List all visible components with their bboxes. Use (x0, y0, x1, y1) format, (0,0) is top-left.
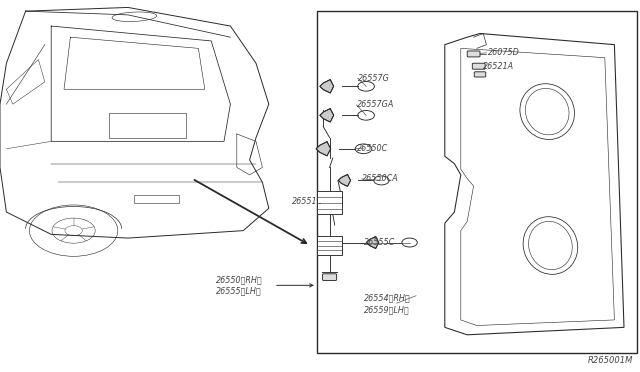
Text: 26557GA: 26557GA (357, 100, 394, 109)
Text: 26555〈LH〉: 26555〈LH〉 (216, 286, 262, 295)
Text: 26551: 26551 (292, 197, 318, 206)
Text: 26555C: 26555C (364, 238, 396, 247)
Bar (317, 236, 342, 255)
Text: R265001M: R265001M (588, 356, 634, 365)
Polygon shape (320, 109, 333, 122)
FancyBboxPatch shape (474, 72, 486, 77)
FancyBboxPatch shape (472, 63, 485, 69)
Bar (109, 113, 186, 138)
Text: 26554〈RH〉: 26554〈RH〉 (364, 293, 410, 302)
FancyBboxPatch shape (467, 51, 480, 57)
Text: 26075D: 26075D (488, 48, 520, 57)
FancyBboxPatch shape (323, 274, 337, 280)
Text: 26557G: 26557G (358, 74, 390, 83)
Bar (134, 195, 179, 203)
Bar (317, 11, 637, 353)
Bar (317, 191, 342, 214)
Polygon shape (367, 237, 379, 248)
Polygon shape (320, 80, 333, 93)
Polygon shape (316, 142, 331, 156)
Polygon shape (339, 174, 351, 186)
Text: 26559〈LH〉: 26559〈LH〉 (364, 305, 409, 314)
Text: 26550〈RH〉: 26550〈RH〉 (216, 275, 263, 284)
Text: 26521A: 26521A (483, 62, 514, 71)
Text: 26550CA: 26550CA (362, 174, 399, 183)
Text: 26550C: 26550C (356, 144, 388, 153)
